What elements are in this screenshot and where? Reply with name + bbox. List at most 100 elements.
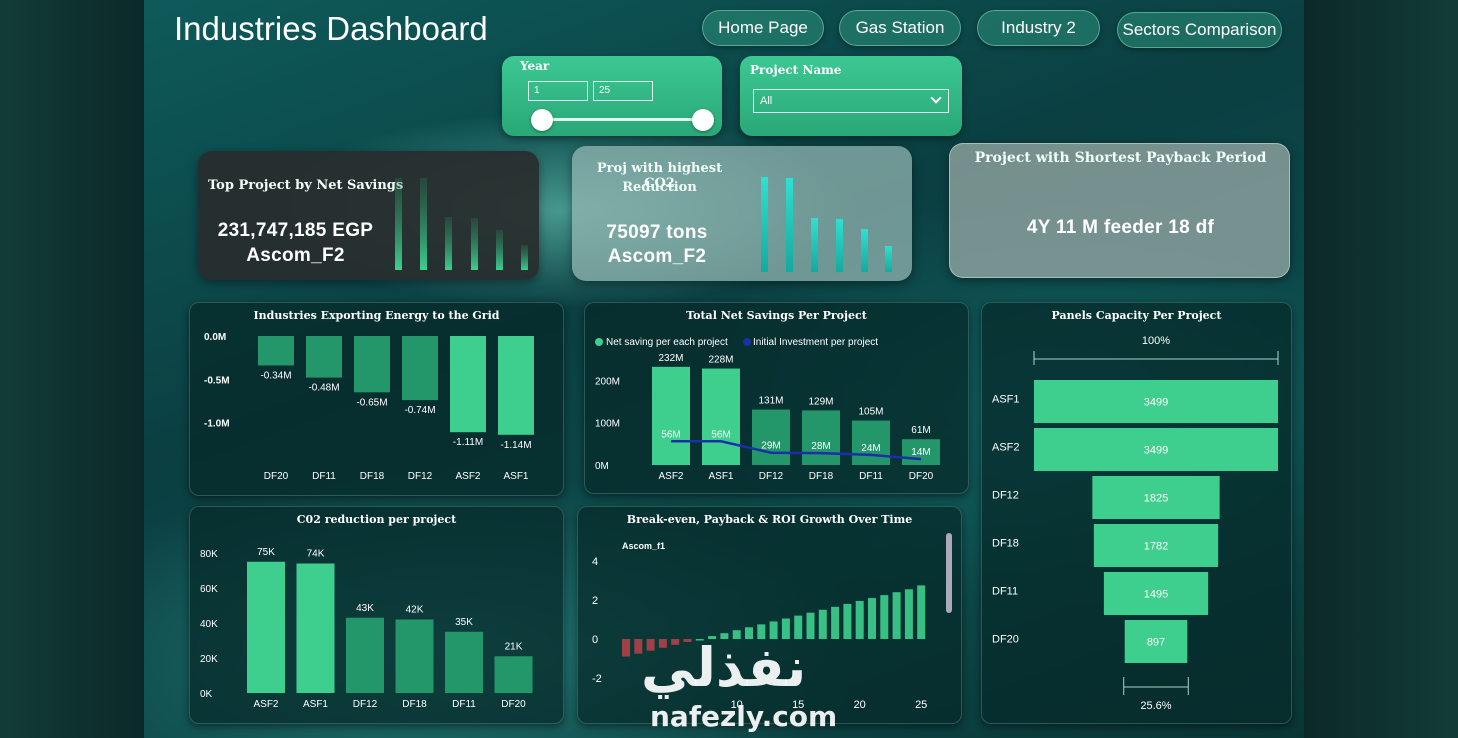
bar [494, 656, 533, 693]
x-tick-label: ASF1 [503, 471, 528, 482]
bar [904, 589, 913, 639]
data-label: 1495 [1144, 589, 1168, 601]
nav-sectors-comparison-button[interactable]: Sectors Comparison [1117, 12, 1282, 48]
x-tick-label: DF18 [402, 699, 427, 710]
legend-label: Initial Investment per project [753, 337, 878, 348]
bar [732, 630, 741, 639]
year-slider-min-handle[interactable] [531, 109, 553, 131]
investment-label: 24M [861, 443, 880, 454]
spark-bar [445, 217, 452, 270]
page-title: Industries Dashboard [174, 10, 488, 47]
net-savings-chart: Net saving per each project Initial Inves… [595, 337, 940, 482]
spark-bar [811, 218, 818, 272]
bar [818, 609, 827, 639]
y-tick-label: 80K [200, 549, 218, 560]
co2-reduction-chart: 0K 20K 40K 60K 80K 75K ASF2 74K ASF1 43K DF12 42K DF… [200, 547, 533, 710]
investment-label: 28M [811, 441, 830, 452]
watermark-url: nafezly.com [650, 700, 838, 733]
y-tick-label: -1.0M [204, 419, 230, 430]
y-tick-label: 0K [200, 689, 213, 700]
x-tick-label: DF11 [312, 471, 336, 482]
year-slider-max-handle[interactable] [692, 109, 714, 131]
data-label: 232M [658, 353, 683, 364]
chevron-down-icon[interactable] [930, 92, 942, 104]
legend-marker [743, 338, 751, 346]
data-label: 74K [307, 549, 325, 560]
y-tick-label: 2 [592, 595, 598, 607]
kpi-net-savings-value: 231,747,185 EGP [217, 220, 374, 241]
bar [745, 627, 753, 639]
bar [868, 598, 876, 639]
chart-title: Total Net Savings Per Project [686, 309, 867, 322]
data-label: 42K [406, 605, 424, 616]
bar [683, 639, 692, 642]
data-label: 61M [911, 425, 930, 436]
project-name-label: Project Name [750, 63, 842, 77]
x-tick-label: ASF2 [253, 699, 278, 710]
x-tick-label: DF18 [360, 471, 385, 482]
y-tick-label: 0 [592, 634, 598, 646]
funnel-bar [1103, 572, 1209, 615]
bar [720, 633, 729, 639]
investment-line [671, 440, 922, 461]
bar [634, 639, 643, 654]
bar [806, 612, 815, 639]
kpi-net-savings-title: Top Project by Net Savings [208, 178, 404, 193]
data-label: 1825 [1144, 493, 1168, 505]
chart-title: Panels Capacity Per Project [1051, 309, 1222, 322]
series-label: Ascom_f1 [622, 541, 665, 551]
nav-gas-station-button[interactable]: Gas Station [839, 10, 961, 46]
panel-export-energy: Industries Exporting Energy to the Grid … [189, 302, 564, 496]
bar [622, 639, 630, 657]
legend-marker [595, 338, 603, 346]
data-label: -0.65M [356, 397, 387, 408]
data-label: 1782 [1144, 541, 1168, 553]
x-tick-label: ASF2 [658, 471, 683, 482]
kpi-top-net-savings: Top Project by Net Savings 231,747,185 E… [198, 151, 539, 280]
bar [296, 563, 335, 693]
bar [306, 336, 342, 378]
bar [652, 366, 690, 465]
category-label: DF18 [992, 538, 1019, 550]
data-label: -0.48M [308, 383, 339, 394]
bar [794, 615, 803, 639]
y-tick-label: 40K [200, 619, 218, 630]
project-name-dropdown[interactable]: All [753, 89, 949, 113]
bar [695, 639, 704, 641]
x-tick-label: ASF1 [303, 699, 328, 710]
bar [646, 639, 655, 651]
data-label: -1.11M [453, 437, 483, 448]
scrollbar [946, 533, 952, 613]
kpi-highest-co2: Proj with highest CO2 Reduction 75097 to… [572, 146, 912, 281]
bottom-percent-label: 25.6% [1140, 700, 1171, 712]
bar [671, 639, 680, 645]
data-label: 131M [758, 396, 783, 407]
x-tick-label: ASF1 [708, 471, 733, 482]
x-tick-label: DF11 [859, 471, 883, 482]
x-tick-label: DF18 [809, 471, 834, 482]
data-label: 129M [808, 396, 833, 407]
kpi-co2-title-line1: Proj with highest CO2 [596, 161, 723, 191]
y-tick-label: 60K [200, 584, 218, 595]
year-max-input[interactable]: 25 [593, 81, 653, 101]
nav-industry-2-button[interactable]: Industry 2 [977, 10, 1100, 46]
x-tick-label: DF12 [408, 471, 433, 482]
bar [880, 595, 889, 639]
bar [852, 420, 890, 465]
year-slider-track[interactable] [542, 118, 702, 121]
bar [892, 592, 901, 639]
bar [445, 631, 483, 693]
year-min-input[interactable]: 1 [528, 81, 588, 101]
left-margin [0, 0, 144, 738]
investment-label: 14M [911, 447, 930, 458]
kpi-payback-value: 4Y 11 M feeder 18 df [1026, 217, 1215, 238]
nav-home-page-button[interactable]: Home Page [702, 10, 824, 46]
spark-bar [885, 246, 892, 272]
category-label: DF12 [992, 490, 1019, 502]
spark-bar [861, 229, 868, 272]
spark-bar [761, 177, 768, 272]
chart-title: Industries Exporting Energy to the Grid [253, 309, 500, 322]
kpi-co2-title-line2: Reduction [622, 180, 697, 195]
bar [702, 368, 740, 465]
